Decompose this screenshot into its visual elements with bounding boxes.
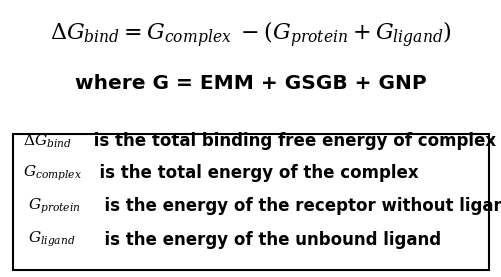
Text: is the energy of the receptor without ligand: is the energy of the receptor without li… — [93, 198, 501, 215]
Text: is the total energy of the complex: is the total energy of the complex — [88, 164, 418, 182]
FancyBboxPatch shape — [13, 134, 488, 270]
Text: $G_{ligand}$: $G_{ligand}$ — [28, 230, 75, 249]
Text: is the total binding free energy of complex: is the total binding free energy of comp… — [88, 132, 495, 150]
Text: is the energy of the unbound ligand: is the energy of the unbound ligand — [93, 231, 440, 248]
Text: $G_{complex}$: $G_{complex}$ — [23, 163, 82, 183]
Text: $G_{protein}$: $G_{protein}$ — [28, 197, 80, 216]
Text: $\Delta G_{bind}$: $\Delta G_{bind}$ — [23, 133, 71, 150]
Text: where G = EMM + GSGB + GNP: where G = EMM + GSGB + GNP — [75, 74, 426, 93]
Text: $\Delta G_{bind} = G_{complex} \; - (G_{protein} + G_{ligand})$: $\Delta G_{bind} = G_{complex} \; - (G_{… — [50, 20, 451, 50]
